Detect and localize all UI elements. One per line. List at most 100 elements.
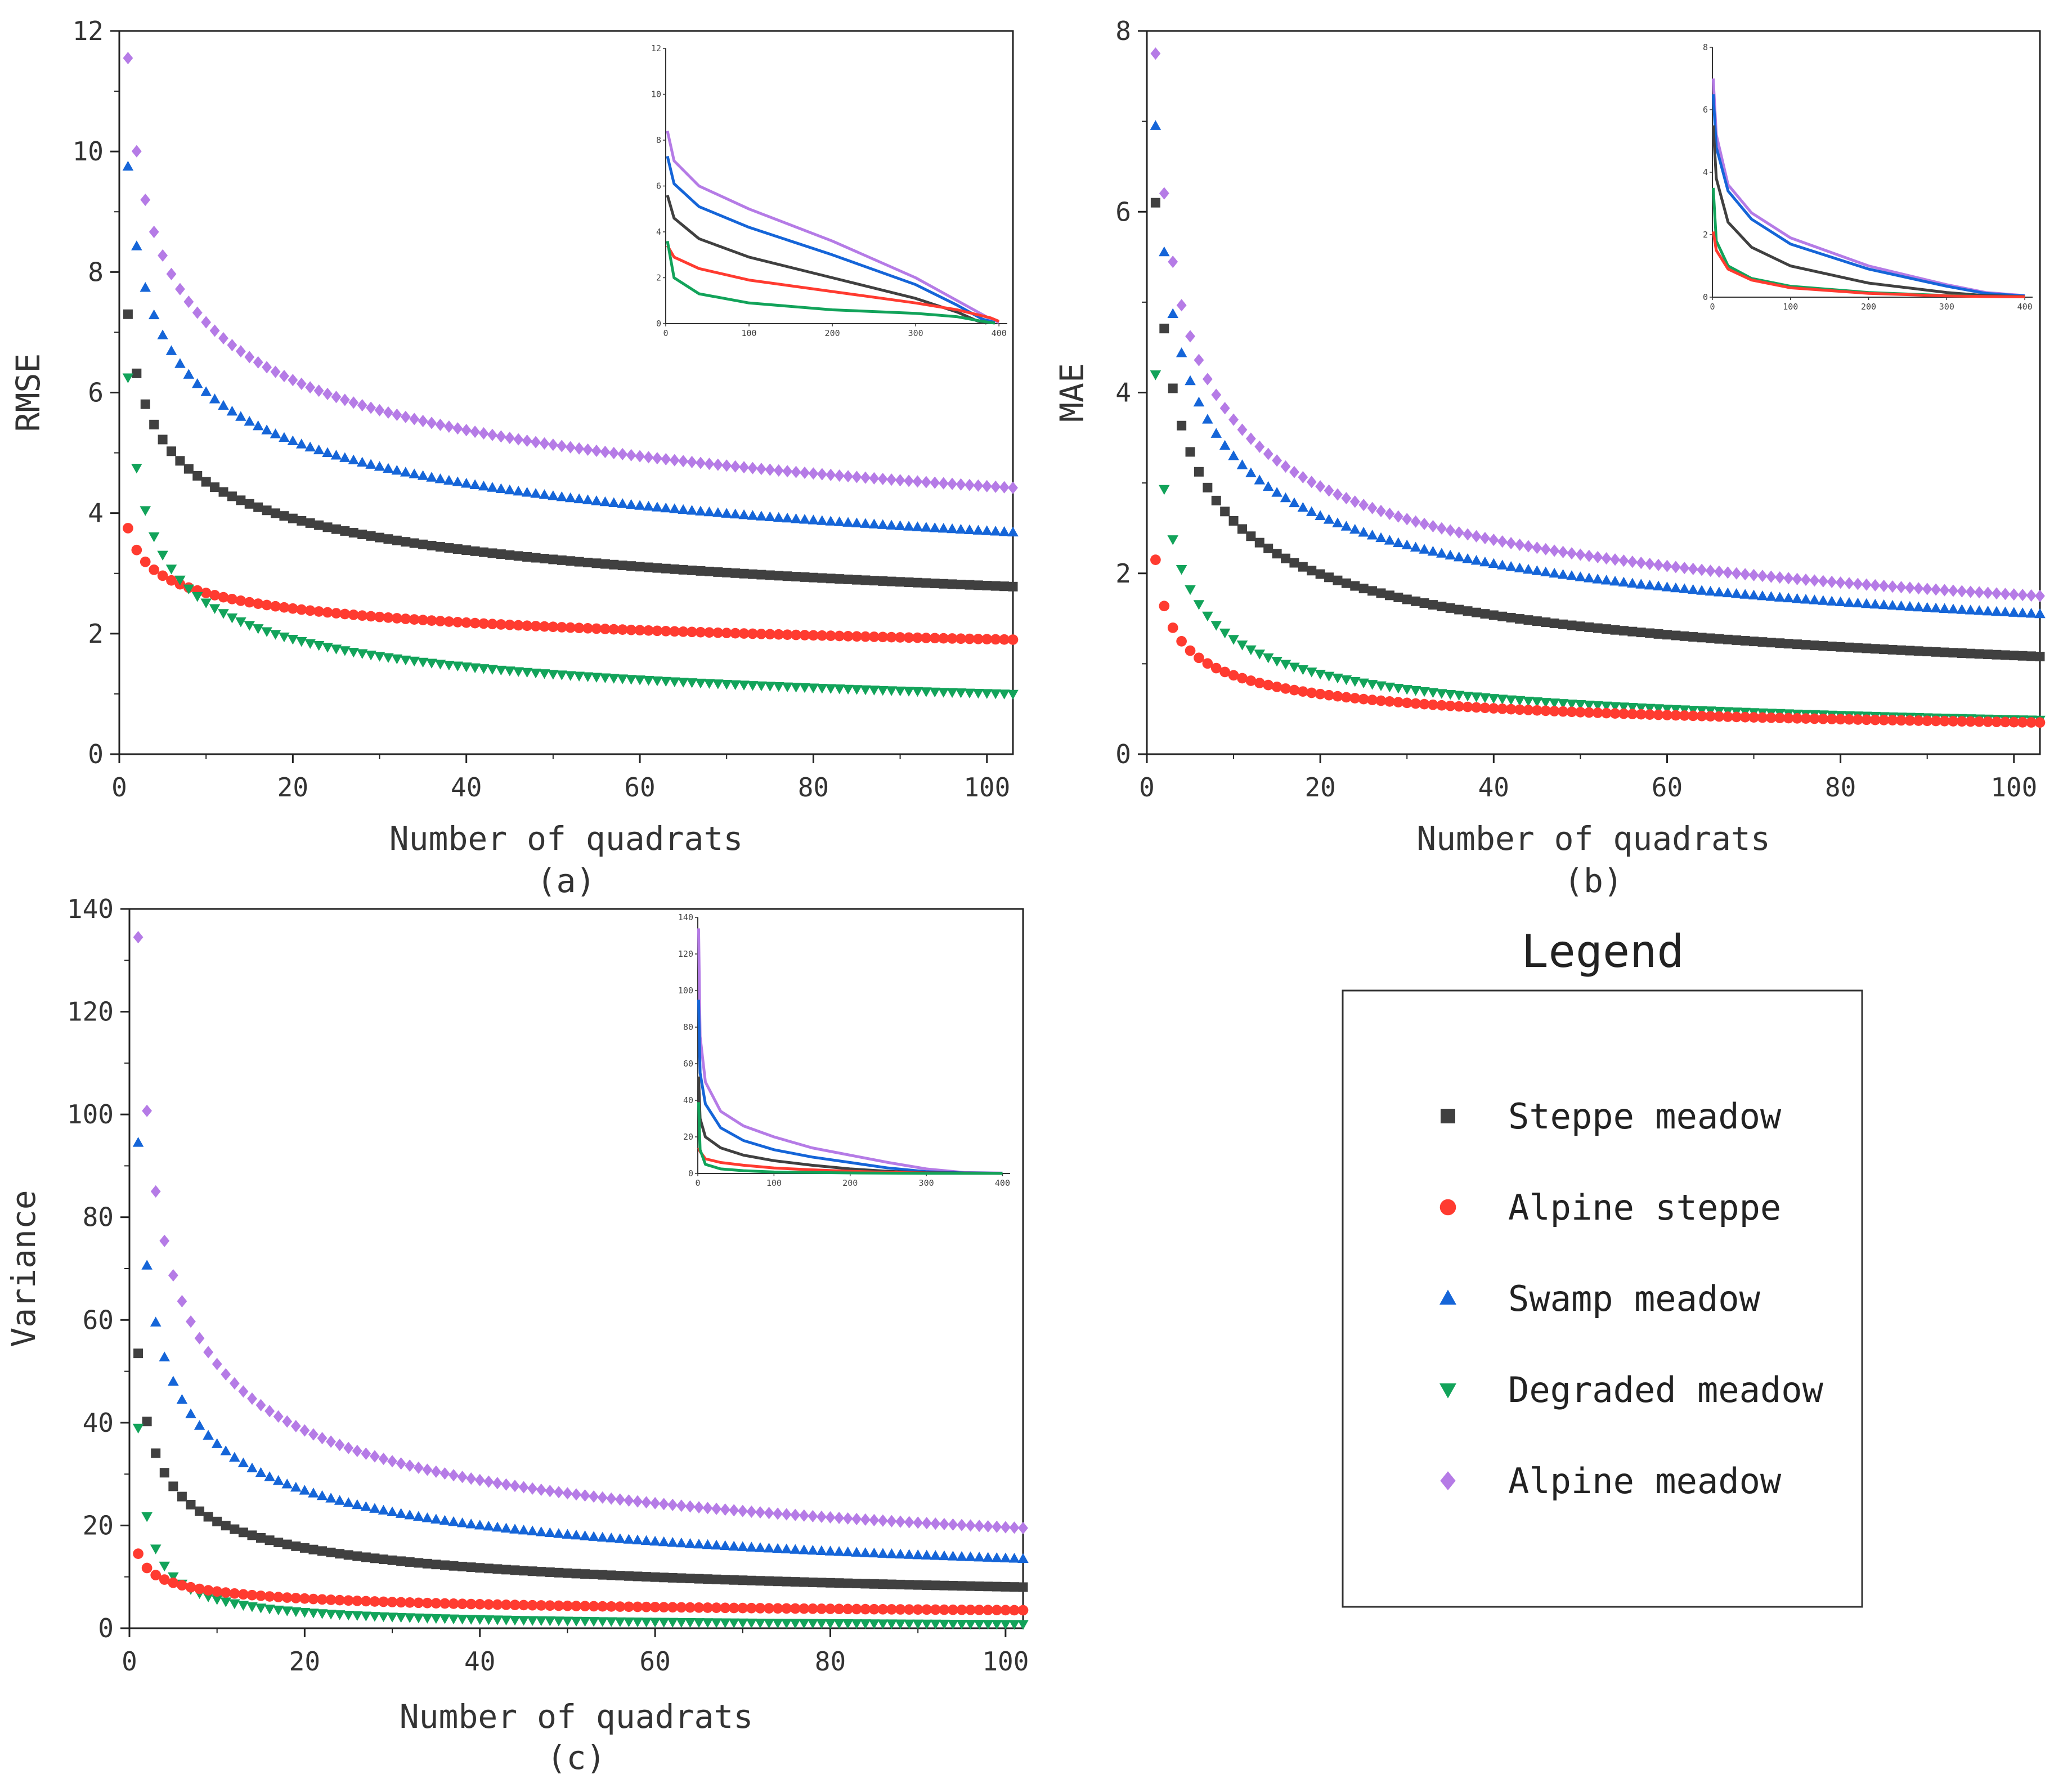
- data-point: [728, 1618, 740, 1629]
- data-point: [973, 479, 984, 492]
- data-point: [947, 523, 958, 534]
- data-point: [895, 1515, 905, 1528]
- data-point: [305, 381, 316, 394]
- data-point: [1662, 710, 1672, 720]
- data-point: [894, 686, 906, 697]
- data-point: [255, 1603, 267, 1614]
- data-point: [1254, 537, 1264, 548]
- data-point: [755, 1542, 766, 1552]
- data-point: [395, 1612, 407, 1623]
- data-point: [314, 520, 324, 530]
- data-point: [860, 685, 871, 696]
- data-point: [1358, 499, 1369, 512]
- data-point: [140, 556, 151, 567]
- data-point: [739, 461, 749, 474]
- data-point: [131, 240, 142, 250]
- data-point: [947, 1551, 959, 1561]
- data-point: [1887, 644, 1898, 655]
- data-point: [1566, 570, 1577, 580]
- data-point: [808, 572, 818, 583]
- data-point: [271, 508, 281, 518]
- data-point: [773, 629, 784, 640]
- y-tick-label: 12: [73, 16, 104, 46]
- data-point: [396, 1597, 406, 1608]
- data-point: [131, 145, 142, 158]
- data-point: [781, 1603, 792, 1614]
- data-point: [1263, 679, 1274, 691]
- data-point: [964, 633, 975, 644]
- data-point: [1627, 555, 1638, 568]
- data-point: [746, 1575, 756, 1585]
- data-point: [817, 468, 827, 481]
- data-point: [1688, 710, 1699, 722]
- data-point: [1939, 603, 1950, 613]
- data-point: [356, 456, 368, 467]
- data-point: [904, 1604, 914, 1615]
- data-point: [711, 1574, 721, 1584]
- data-point: [649, 1602, 661, 1612]
- data-point: [469, 663, 481, 674]
- data-point: [711, 1602, 722, 1613]
- data-point: [1393, 697, 1404, 707]
- data-point: [505, 550, 515, 560]
- data-point: [1436, 689, 1447, 699]
- data-point: [1185, 330, 1195, 343]
- data-point: [230, 1524, 240, 1534]
- data-point: [816, 1603, 827, 1614]
- data-point: [334, 1594, 345, 1606]
- data-point: [396, 1556, 406, 1566]
- data-point: [1905, 646, 1915, 656]
- data-point: [313, 606, 324, 617]
- data-point: [1176, 347, 1187, 357]
- data-point: [122, 160, 134, 171]
- data-point: [981, 689, 993, 699]
- inset-x-tick-label: 100: [742, 328, 757, 338]
- data-point: [608, 446, 619, 459]
- data-point: [641, 1601, 652, 1612]
- data-point: [469, 617, 481, 629]
- data-point: [1427, 688, 1439, 698]
- data-point: [1271, 657, 1282, 667]
- data-point: [1653, 709, 1664, 720]
- data-point: [574, 557, 584, 567]
- data-point: [624, 1601, 634, 1612]
- data-point: [1185, 645, 1196, 656]
- data-point: [773, 1507, 783, 1520]
- data-point: [886, 519, 897, 530]
- data-point: [1436, 700, 1447, 711]
- data-point: [1150, 47, 1161, 60]
- data-point: [1315, 670, 1326, 680]
- data-point: [685, 1500, 696, 1513]
- data-point: [772, 1543, 783, 1553]
- data-point: [449, 1469, 459, 1482]
- data-point: [421, 1597, 433, 1609]
- data-point: [643, 500, 654, 511]
- data-point: [1315, 480, 1326, 493]
- x-tick-label: 80: [798, 772, 829, 803]
- data-point: [1228, 413, 1239, 426]
- data-point: [966, 1581, 976, 1591]
- y-tick-label: 2: [88, 619, 104, 649]
- data-point: [392, 408, 402, 421]
- data-point: [669, 677, 680, 687]
- data-point: [2017, 651, 2028, 661]
- data-point: [378, 1504, 389, 1515]
- data-point: [974, 1581, 984, 1591]
- data-point: [1575, 621, 1585, 631]
- data-point: [746, 1542, 757, 1552]
- data-point: [1523, 705, 1534, 715]
- data-point: [299, 1593, 310, 1604]
- data-point: [1635, 579, 1647, 589]
- data-point: [938, 477, 949, 490]
- data-point: [1878, 579, 1889, 593]
- data-point: [643, 562, 653, 572]
- data-point: [981, 525, 993, 535]
- data-point: [1714, 711, 1725, 722]
- data-point: [886, 1515, 897, 1527]
- data-point: [746, 1505, 757, 1518]
- data-point: [2000, 650, 2010, 660]
- data-point: [702, 1502, 713, 1515]
- data-point: [1341, 492, 1352, 505]
- data-point: [974, 1605, 985, 1615]
- data-point: [2008, 716, 2020, 728]
